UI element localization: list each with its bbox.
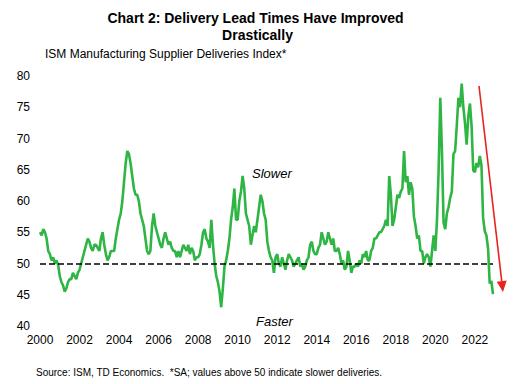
svg-text:2014: 2014 bbox=[303, 333, 330, 347]
svg-text:Slower: Slower bbox=[252, 166, 292, 181]
svg-text:2004: 2004 bbox=[106, 333, 133, 347]
svg-text:2000: 2000 bbox=[27, 333, 54, 347]
svg-text:2006: 2006 bbox=[145, 333, 172, 347]
svg-text:2022: 2022 bbox=[462, 333, 489, 347]
svg-text:70: 70 bbox=[17, 132, 31, 146]
svg-text:65: 65 bbox=[17, 163, 31, 177]
svg-text:2016: 2016 bbox=[343, 333, 370, 347]
svg-text:Chart 2: Delivery Lead Times H: Chart 2: Delivery Lead Times Have Improv… bbox=[107, 10, 407, 26]
svg-text:2018: 2018 bbox=[382, 333, 409, 347]
svg-text:60: 60 bbox=[17, 194, 31, 208]
svg-text:Drastically: Drastically bbox=[222, 27, 293, 43]
svg-text:40: 40 bbox=[17, 319, 31, 333]
svg-text:Source: ISM, TD Economics. *S: Source: ISM, TD Economics. *SA; values a… bbox=[36, 367, 382, 378]
svg-text:ISM Manufacturing Supplier Del: ISM Manufacturing Supplier Deliveries In… bbox=[45, 47, 287, 61]
svg-text:45: 45 bbox=[17, 288, 31, 302]
svg-text:80: 80 bbox=[17, 69, 31, 83]
svg-text:Faster: Faster bbox=[256, 314, 294, 329]
svg-text:2010: 2010 bbox=[224, 333, 251, 347]
svg-text:2020: 2020 bbox=[422, 333, 449, 347]
svg-text:55: 55 bbox=[17, 225, 31, 239]
svg-text:2002: 2002 bbox=[66, 333, 93, 347]
svg-text:2012: 2012 bbox=[264, 333, 291, 347]
svg-text:2008: 2008 bbox=[185, 333, 212, 347]
svg-text:75: 75 bbox=[17, 100, 31, 114]
svg-text:50: 50 bbox=[17, 257, 31, 271]
